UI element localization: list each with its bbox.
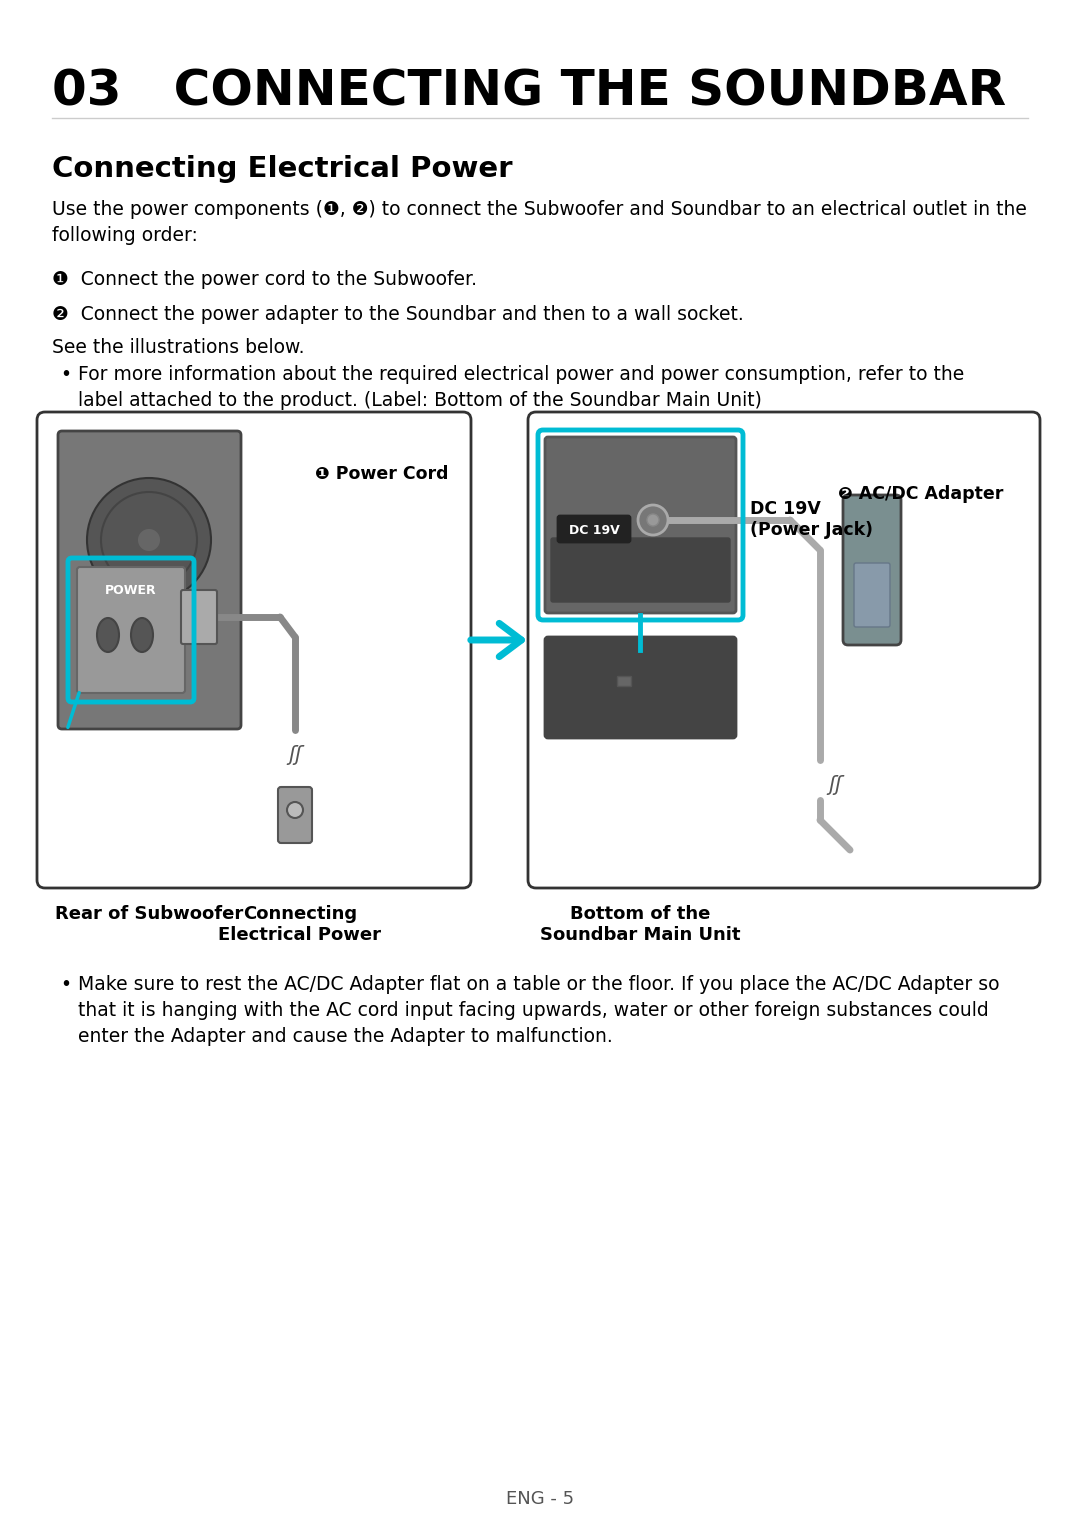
- Text: ʃʃ: ʃʃ: [828, 775, 842, 795]
- Text: ❷ AC/DC Adapter: ❷ AC/DC Adapter: [838, 486, 1003, 502]
- Text: label attached to the product. (Label: Bottom of the Soundbar Main Unit): label attached to the product. (Label: B…: [78, 391, 761, 411]
- Text: •: •: [60, 365, 71, 385]
- FancyBboxPatch shape: [278, 787, 312, 843]
- Text: that it is hanging with the AC cord input facing upwards, water or other foreign: that it is hanging with the AC cord inpu…: [78, 1000, 989, 1020]
- Text: ʃʃ: ʃʃ: [288, 745, 302, 764]
- Text: For more information about the required electrical power and power consumption, : For more information about the required …: [78, 365, 964, 385]
- Circle shape: [139, 530, 159, 550]
- Text: DC 19V: DC 19V: [569, 524, 619, 536]
- Text: Bottom of the
Soundbar Main Unit: Bottom of the Soundbar Main Unit: [540, 905, 740, 944]
- Text: DC 19V
(Power Jack): DC 19V (Power Jack): [750, 499, 873, 539]
- Text: Make sure to rest the AC/DC Adapter flat on a table or the floor. If you place t: Make sure to rest the AC/DC Adapter flat…: [78, 974, 999, 994]
- FancyBboxPatch shape: [551, 538, 730, 602]
- Text: •: •: [60, 974, 71, 994]
- Text: 03   CONNECTING THE SOUNDBAR: 03 CONNECTING THE SOUNDBAR: [52, 67, 1007, 116]
- FancyBboxPatch shape: [181, 590, 217, 643]
- Text: Use the power components (❶, ❷) to connect the Subwoofer and Soundbar to an elec: Use the power components (❶, ❷) to conne…: [52, 201, 1027, 219]
- Text: POWER: POWER: [105, 584, 157, 596]
- Circle shape: [87, 478, 211, 602]
- Circle shape: [119, 510, 179, 570]
- Text: ❷  Connect the power adapter to the Soundbar and then to a wall socket.: ❷ Connect the power adapter to the Sound…: [52, 305, 744, 323]
- FancyBboxPatch shape: [545, 437, 735, 613]
- Text: enter the Adapter and cause the Adapter to malfunction.: enter the Adapter and cause the Adapter …: [78, 1026, 612, 1046]
- Circle shape: [102, 492, 197, 588]
- Circle shape: [647, 515, 659, 525]
- FancyBboxPatch shape: [77, 567, 185, 692]
- FancyBboxPatch shape: [528, 412, 1040, 889]
- FancyBboxPatch shape: [58, 430, 241, 729]
- Text: Connecting Electrical Power: Connecting Electrical Power: [52, 155, 513, 182]
- Text: See the illustrations below.: See the illustrations below.: [52, 339, 305, 357]
- FancyBboxPatch shape: [37, 412, 471, 889]
- Text: ❶ Power Cord: ❶ Power Cord: [315, 466, 448, 483]
- FancyBboxPatch shape: [558, 516, 630, 542]
- Circle shape: [638, 506, 669, 535]
- Text: Connecting
Electrical Power: Connecting Electrical Power: [218, 905, 381, 944]
- Text: Rear of Subwoofer: Rear of Subwoofer: [55, 905, 243, 922]
- Ellipse shape: [97, 617, 119, 653]
- Ellipse shape: [131, 617, 153, 653]
- Circle shape: [287, 801, 303, 818]
- FancyBboxPatch shape: [854, 562, 890, 627]
- Text: ENG - 5: ENG - 5: [505, 1491, 575, 1507]
- Text: following order:: following order:: [52, 227, 198, 245]
- FancyBboxPatch shape: [843, 495, 901, 645]
- FancyBboxPatch shape: [617, 676, 631, 686]
- FancyBboxPatch shape: [545, 637, 735, 738]
- FancyArrowPatch shape: [471, 624, 522, 657]
- Text: ❶  Connect the power cord to the Subwoofer.: ❶ Connect the power cord to the Subwoofe…: [52, 270, 477, 290]
